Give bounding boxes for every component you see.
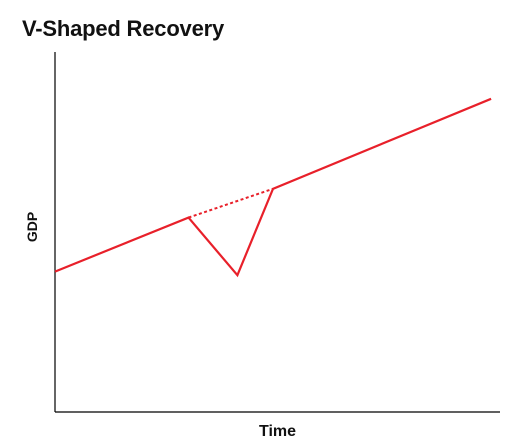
gdp-line	[54, 97, 492, 278]
series-layer	[54, 97, 492, 278]
chart-title: V-Shaped Recovery	[22, 16, 225, 41]
trend-continuation-line	[188, 187, 274, 219]
x-axis-label: Time	[258, 423, 297, 440]
y-axis-label: GDP	[24, 211, 40, 243]
